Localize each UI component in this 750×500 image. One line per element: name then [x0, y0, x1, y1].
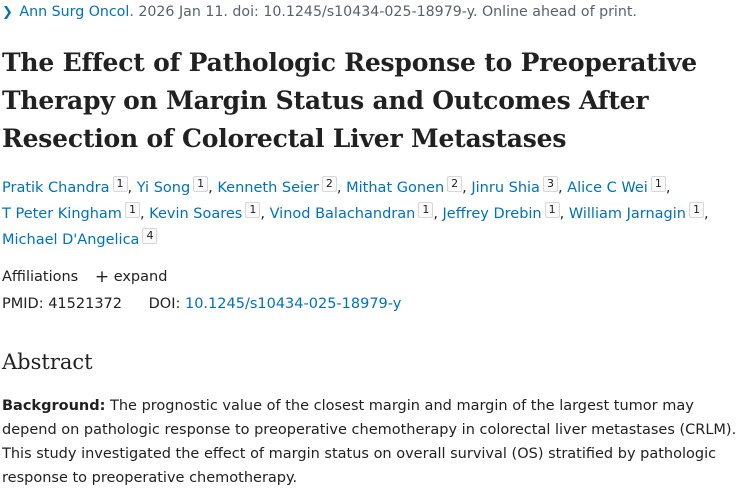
author-link[interactable]: Michael D'Angelica	[2, 232, 140, 248]
author-item: Michael D'Angelica 4	[2, 228, 158, 248]
author-link[interactable]: Mithat Gonen	[346, 180, 445, 196]
author-item: Alice C Wei 1	[567, 176, 666, 196]
affiliations-toggle[interactable]: Affiliations + expand	[2, 267, 167, 287]
chevron-right-icon[interactable]: ❯	[2, 5, 13, 20]
doi-link[interactable]: 10.1245/s10434-025-18979-y	[184, 296, 402, 312]
author-item: Jeffrey Drebin 1	[442, 202, 560, 222]
affiliation-badge[interactable]: 3	[542, 176, 558, 192]
article-title: The Effect of Pathologic Response to Pre…	[2, 48, 697, 153]
abstract-paragraph: Background: The prognostic value of the …	[2, 394, 747, 490]
doi-label: DOI:	[148, 296, 181, 312]
author-link[interactable]: Pratik Chandra	[2, 180, 110, 196]
author-item: Kenneth Seier 2	[217, 176, 337, 196]
identifiers: PMID: 41521372 DOI: 10.1245/s10434-025-1…	[2, 296, 401, 312]
expand-label[interactable]: expand	[113, 269, 168, 285]
affiliation-badge[interactable]: 1	[650, 176, 666, 192]
affiliation-badge[interactable]: 1	[688, 202, 704, 218]
pmid-value: 41521372	[48, 296, 123, 312]
author-item: Mithat Gonen 2	[346, 176, 463, 196]
author-item: William Jarnagin 1	[568, 202, 704, 222]
author-item: Kevin Soares 1	[149, 202, 261, 222]
affiliation-badge[interactable]: 1	[193, 176, 209, 192]
citation-line: ❯ Ann Surg Oncol. 2026 Jan 11. doi: 10.1…	[2, 4, 637, 20]
author-link[interactable]: Jinru Shia	[471, 180, 540, 196]
author-link[interactable]: William Jarnagin	[568, 206, 686, 222]
author-item: Pratik Chandra 1	[2, 176, 128, 196]
pmid-label: PMID:	[2, 296, 44, 312]
affiliation-badge[interactable]: 2	[447, 176, 463, 192]
author-link[interactable]: Yi Song	[136, 180, 191, 196]
background-text: The prognostic value of the closest marg…	[2, 398, 737, 486]
author-link[interactable]: T Peter Kingham	[2, 206, 122, 222]
background-label: Background:	[2, 398, 106, 414]
affiliation-badge[interactable]: 2	[321, 176, 337, 192]
author-link[interactable]: Alice C Wei	[567, 180, 648, 196]
affiliation-badge[interactable]: 4	[142, 228, 158, 244]
author-link[interactable]: Jeffrey Drebin	[442, 206, 542, 222]
plus-icon[interactable]: +	[94, 267, 110, 287]
author-item: Vinod Balachandran 1	[269, 202, 434, 222]
affiliation-badge[interactable]: 1	[544, 202, 560, 218]
author-link[interactable]: Vinod Balachandran	[269, 206, 416, 222]
affiliation-badge[interactable]: 1	[418, 202, 434, 218]
authors-list: Pratik Chandra 1, Yi Song 1, Kenneth Seier…	[2, 176, 709, 248]
affiliation-badge[interactable]: 1	[124, 202, 140, 218]
affiliation-badge[interactable]: 1	[112, 176, 128, 192]
journal-link[interactable]: Ann Surg Oncol	[19, 4, 130, 20]
author-link[interactable]: Kenneth Seier	[217, 180, 319, 196]
author-link[interactable]: Kevin Soares	[149, 206, 243, 222]
affiliations-label: Affiliations	[2, 269, 79, 285]
author-item: Yi Song 1	[136, 176, 209, 196]
author-item: Jinru Shia 3	[471, 176, 558, 196]
citation-details: . 2026 Jan 11. doi: 10.1245/s10434-025-1…	[129, 4, 637, 20]
author-item: T Peter Kingham 1	[2, 202, 140, 222]
affiliation-badge[interactable]: 1	[245, 202, 261, 218]
abstract-heading: Abstract	[2, 350, 93, 374]
